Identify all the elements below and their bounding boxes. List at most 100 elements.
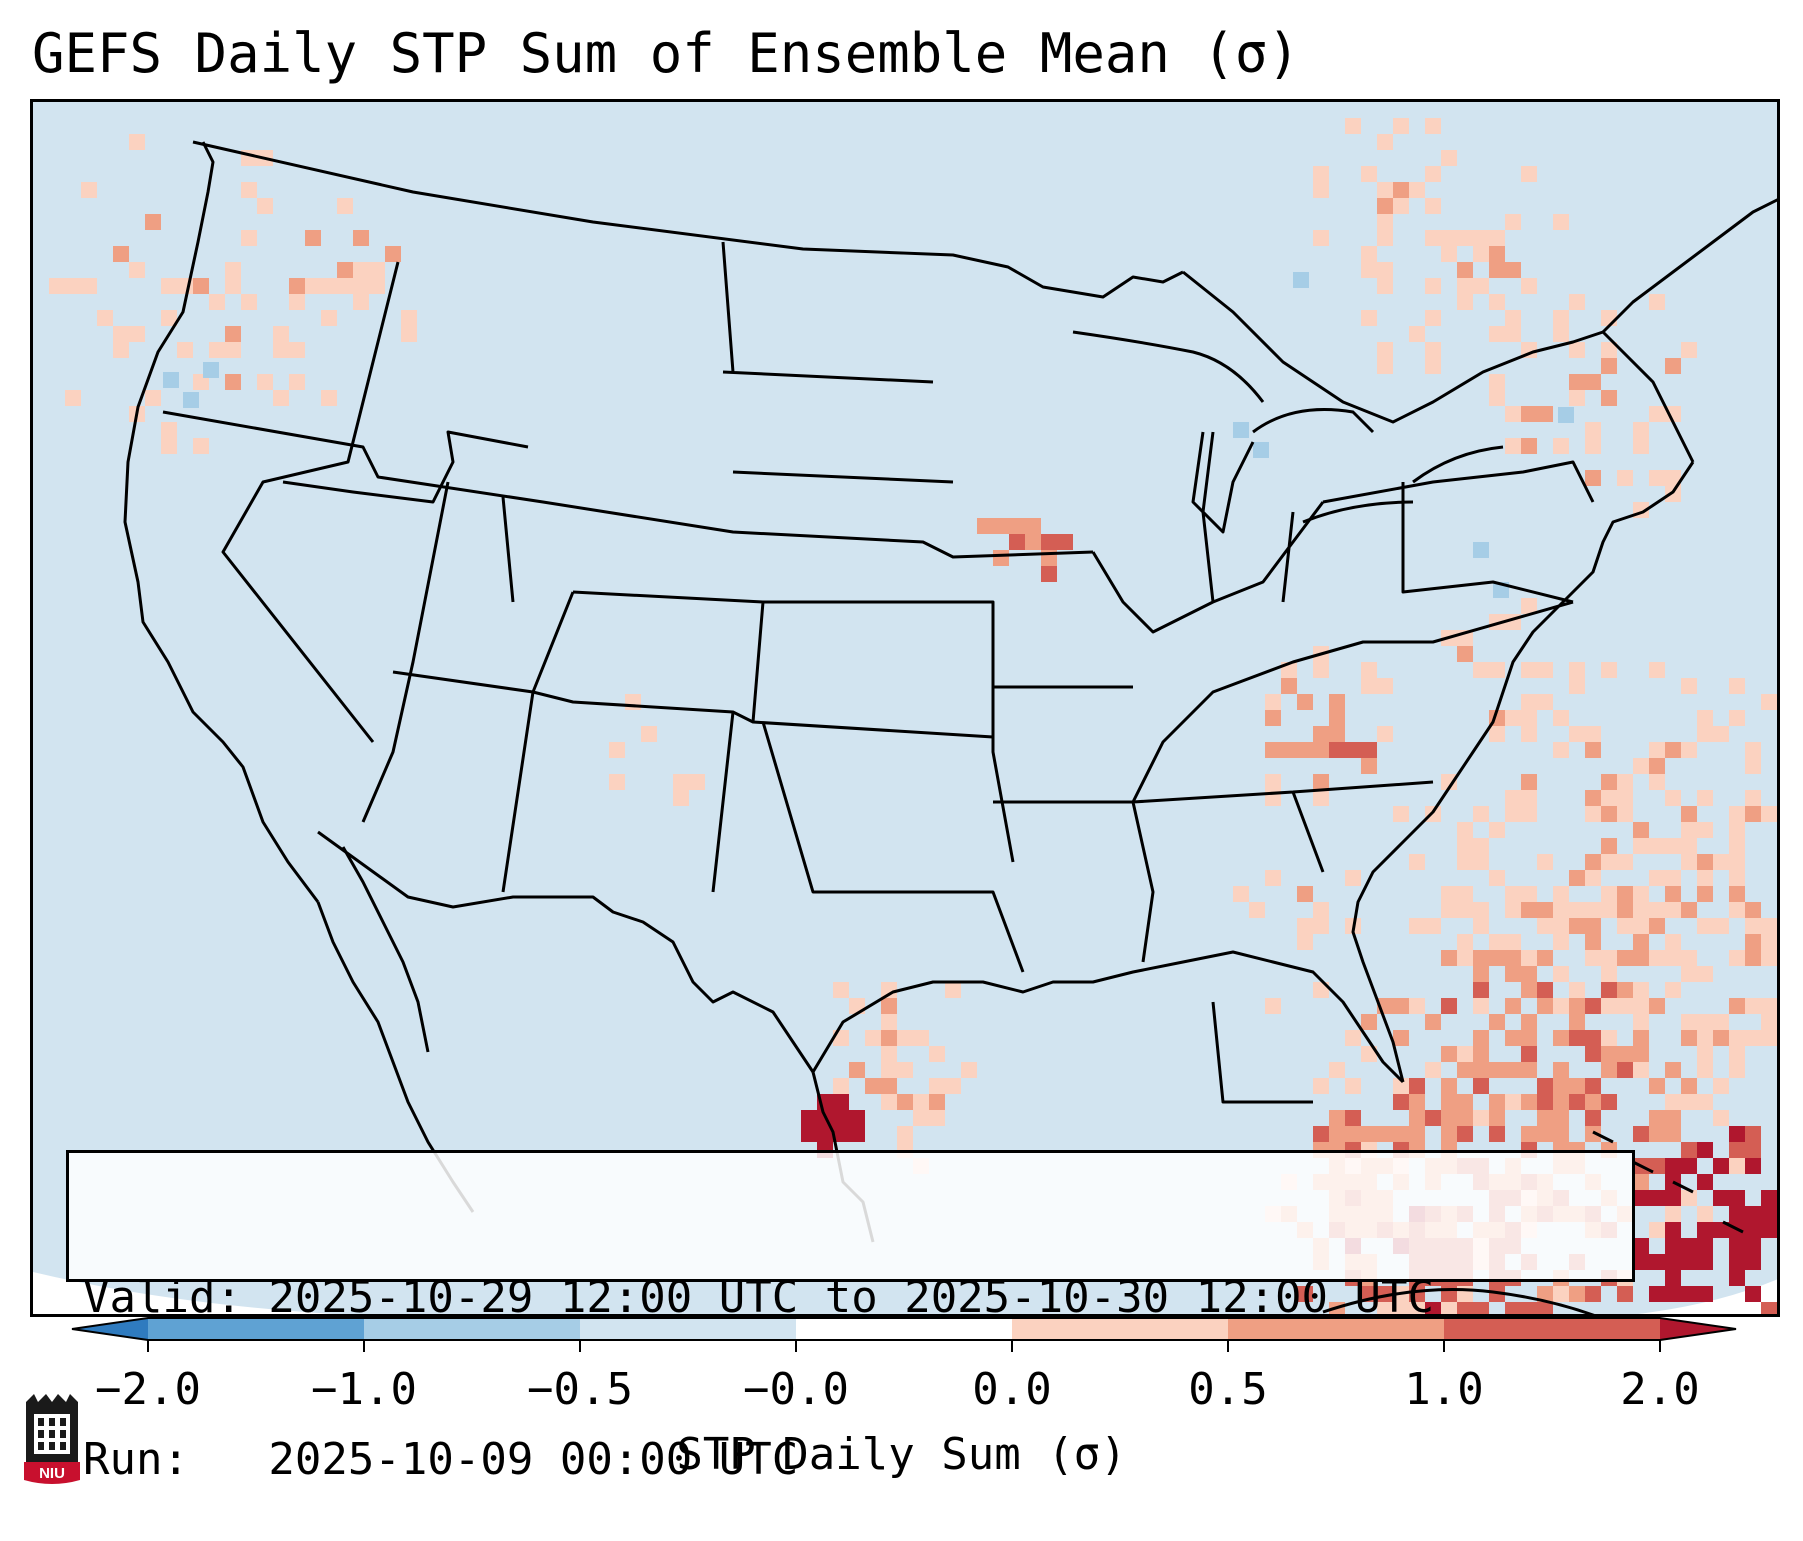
anomaly-cell bbox=[1729, 1270, 1745, 1286]
anomaly-cell bbox=[1457, 1110, 1473, 1126]
anomaly-cell bbox=[1537, 1078, 1553, 1094]
anomaly-cell bbox=[1649, 742, 1665, 758]
anomaly-cell bbox=[1441, 886, 1457, 902]
anomaly-cell bbox=[1329, 1126, 1345, 1142]
anomaly-cell bbox=[1377, 134, 1393, 150]
state-line-plains bbox=[501, 241, 954, 603]
anomaly-cell bbox=[1697, 1206, 1713, 1222]
anomaly-cell bbox=[1505, 1030, 1521, 1046]
anomaly-cell bbox=[1665, 886, 1681, 902]
anomaly-cell bbox=[1265, 710, 1281, 726]
anomaly-cell bbox=[1745, 1126, 1761, 1142]
anomaly-cell bbox=[1585, 726, 1601, 742]
anomaly-cell bbox=[1633, 1030, 1649, 1046]
anomaly-cell bbox=[1681, 1094, 1697, 1110]
anomaly-cell bbox=[1441, 1302, 1457, 1314]
anomaly-cell bbox=[1489, 230, 1505, 246]
anomaly-cell bbox=[1681, 1190, 1697, 1206]
anomaly-cell bbox=[113, 326, 129, 342]
niu-logo-text: NIU bbox=[39, 1465, 65, 1482]
anomaly-cell bbox=[1777, 1174, 1780, 1190]
anomaly-cell bbox=[897, 1094, 913, 1110]
anomaly-cell bbox=[1585, 1046, 1601, 1062]
anomaly-cell bbox=[1521, 726, 1537, 742]
anomaly-cell bbox=[833, 1094, 849, 1110]
anomaly-cell bbox=[129, 262, 145, 278]
anomaly-cell bbox=[1425, 310, 1441, 326]
anomaly-cell bbox=[1665, 950, 1681, 966]
anomaly-cell bbox=[1537, 406, 1553, 422]
state-line-36n bbox=[392, 670, 994, 739]
anomaly-cell bbox=[337, 278, 353, 294]
anomaly-cell bbox=[1665, 1126, 1681, 1142]
anomaly-cell bbox=[1681, 854, 1697, 870]
anomaly-cell bbox=[1521, 982, 1537, 998]
anomaly-cell bbox=[961, 1062, 977, 1078]
anomaly-cell bbox=[1617, 1286, 1633, 1302]
anomaly-cell bbox=[1713, 918, 1729, 934]
anomaly-cell bbox=[1633, 438, 1649, 454]
anomaly-cell bbox=[1729, 806, 1745, 822]
anomaly-cell bbox=[81, 182, 97, 198]
colorbar-segment bbox=[364, 1318, 580, 1340]
anomaly-cell bbox=[1713, 1078, 1729, 1094]
anomaly-cell bbox=[881, 1062, 897, 1078]
anomaly-cell bbox=[1649, 1126, 1665, 1142]
anomaly-cell bbox=[161, 438, 177, 454]
anomaly-cell bbox=[321, 390, 337, 406]
anomaly-cell bbox=[929, 1094, 945, 1110]
us-state-boundaries-icon bbox=[123, 140, 1777, 1314]
anomaly-cell bbox=[1745, 902, 1761, 918]
anomaly-cell bbox=[1457, 230, 1473, 246]
anomaly-cell bbox=[1249, 902, 1265, 918]
state-line-northeast bbox=[1322, 460, 1595, 604]
anomaly-cell bbox=[1345, 1030, 1361, 1046]
anomaly-cell bbox=[1233, 886, 1249, 902]
anomaly-cell bbox=[1681, 742, 1697, 758]
anomaly-cell bbox=[1697, 1142, 1713, 1158]
anomaly-cell bbox=[1729, 1238, 1745, 1254]
anomaly-cell bbox=[1457, 1302, 1473, 1314]
anomaly-cell bbox=[1377, 358, 1393, 374]
state-line-oklahoma bbox=[761, 721, 1025, 973]
anomaly-cell bbox=[1489, 294, 1505, 310]
anomaly-cell bbox=[1345, 742, 1361, 758]
anomaly-cell bbox=[225, 262, 241, 278]
anomaly-cell bbox=[1745, 1206, 1761, 1222]
anomaly-cell bbox=[833, 1126, 849, 1142]
anomaly-cell bbox=[1457, 934, 1473, 950]
anomaly-cell bbox=[1729, 838, 1745, 854]
anomaly-cell bbox=[1569, 726, 1585, 742]
anomaly-cell bbox=[1713, 1222, 1729, 1238]
anomaly-cell bbox=[1633, 998, 1649, 1014]
anomaly-cell bbox=[1537, 1286, 1553, 1302]
anomaly-cell bbox=[1537, 902, 1553, 918]
anomaly-cell bbox=[993, 550, 1009, 566]
anomaly-cell bbox=[1569, 342, 1585, 358]
anomaly-cell bbox=[1569, 1078, 1585, 1094]
anomaly-cell bbox=[1601, 806, 1617, 822]
anomaly-cell bbox=[1537, 854, 1553, 870]
anomaly-cell bbox=[1553, 742, 1569, 758]
anomaly-cell bbox=[1649, 1078, 1665, 1094]
anomaly-cell bbox=[337, 262, 353, 278]
anomaly-cell bbox=[1697, 790, 1713, 806]
anomaly-cell bbox=[1457, 838, 1473, 854]
anomaly-cell bbox=[1745, 806, 1761, 822]
anomaly-cell bbox=[1409, 854, 1425, 870]
anomaly-cell bbox=[881, 1014, 897, 1030]
anomaly-cell bbox=[1377, 678, 1393, 694]
anomaly-cell bbox=[897, 1062, 913, 1078]
anomaly-cell bbox=[353, 294, 369, 310]
anomaly-cell bbox=[1617, 806, 1633, 822]
anomaly-cell bbox=[1521, 774, 1537, 790]
anomaly-cell bbox=[1361, 166, 1377, 182]
anomaly-cell bbox=[1601, 1046, 1617, 1062]
anomaly-cell bbox=[1553, 310, 1569, 326]
anomaly-cell bbox=[1441, 998, 1457, 1014]
anomaly-cell bbox=[1777, 982, 1780, 998]
anomaly-cell bbox=[1505, 966, 1521, 982]
anomaly-cell bbox=[1617, 854, 1633, 870]
anomaly-cell bbox=[1409, 182, 1425, 198]
anomaly-cell bbox=[1633, 902, 1649, 918]
